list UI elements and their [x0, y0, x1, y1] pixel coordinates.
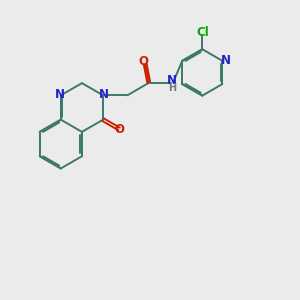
Text: N: N — [99, 88, 109, 101]
Text: N: N — [221, 54, 231, 67]
Text: N: N — [55, 88, 65, 100]
Text: O: O — [139, 55, 149, 68]
Text: N: N — [167, 74, 177, 87]
Text: Cl: Cl — [196, 26, 209, 38]
Text: O: O — [114, 123, 124, 136]
Text: H: H — [168, 83, 176, 93]
